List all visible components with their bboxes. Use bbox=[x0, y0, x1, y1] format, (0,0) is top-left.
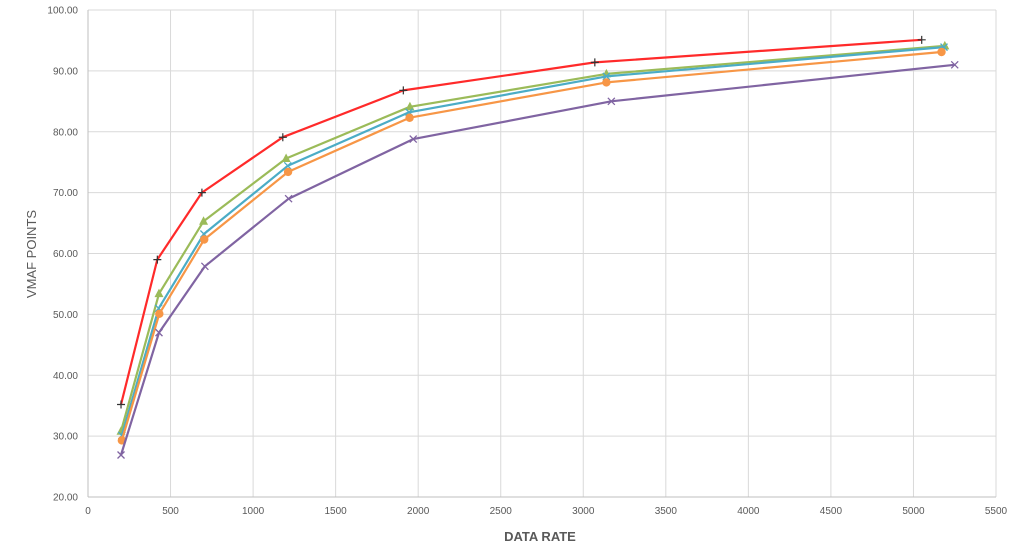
series-line bbox=[120, 50, 942, 441]
data-point bbox=[590, 58, 599, 67]
data-point bbox=[153, 255, 162, 264]
data-point bbox=[602, 78, 611, 87]
y-tick-label: 40.00 bbox=[53, 371, 78, 382]
axes bbox=[87, 10, 996, 498]
x-tick-label: 1000 bbox=[242, 506, 265, 517]
data-point bbox=[199, 216, 209, 225]
series-3 bbox=[117, 43, 948, 440]
y-tick-label: 50.00 bbox=[53, 310, 78, 321]
x-tick-label: 3000 bbox=[572, 506, 595, 517]
x-tick-label: 5000 bbox=[902, 506, 925, 517]
x-tick-label: 2000 bbox=[407, 506, 430, 517]
series-line bbox=[119, 44, 945, 432]
x-tick-label: 5500 bbox=[985, 506, 1008, 517]
data-point bbox=[917, 35, 926, 44]
x-tick-label: 3500 bbox=[655, 506, 678, 517]
x-tick-label: 2500 bbox=[490, 506, 513, 517]
series-line bbox=[119, 63, 955, 456]
x-tick-label: 4000 bbox=[737, 506, 760, 517]
y-tick-label: 70.00 bbox=[53, 188, 78, 199]
data-point bbox=[399, 86, 408, 95]
data-point bbox=[281, 153, 291, 163]
data-point bbox=[950, 60, 959, 69]
data-point bbox=[154, 288, 164, 298]
grid bbox=[87, 9, 997, 498]
x-tick-label: 500 bbox=[162, 506, 179, 517]
data-point bbox=[283, 167, 293, 177]
y-axis-title: VMAF POINTS bbox=[24, 210, 39, 298]
data-point bbox=[937, 47, 946, 57]
series-1 bbox=[117, 35, 926, 409]
series-group bbox=[116, 35, 959, 459]
x-tick-label: 1500 bbox=[325, 506, 348, 517]
y-tick-label: 90.00 bbox=[53, 66, 78, 77]
data-point bbox=[155, 309, 164, 318]
y-tick-label: 100.00 bbox=[47, 6, 78, 17]
data-point bbox=[200, 262, 209, 271]
data-point bbox=[405, 113, 414, 122]
data-point bbox=[197, 188, 206, 197]
data-point bbox=[284, 194, 293, 203]
y-tick-label: 60.00 bbox=[53, 249, 78, 260]
tick-labels: 0 500 1000 1500 2000 2500 3000 3500 4000 4500 5000… bbox=[47, 6, 1007, 518]
data-point bbox=[200, 235, 209, 244]
series-line bbox=[120, 46, 945, 436]
data-point bbox=[602, 72, 611, 81]
data-point bbox=[117, 400, 126, 409]
series-5 bbox=[117, 60, 959, 459]
x-tick-label: 0 bbox=[85, 506, 91, 517]
series-line bbox=[119, 38, 922, 405]
data-point bbox=[607, 97, 616, 106]
data-point bbox=[409, 135, 418, 144]
y-tick-label: 80.00 bbox=[53, 127, 78, 138]
data-point bbox=[405, 101, 415, 111]
data-point bbox=[117, 451, 125, 459]
data-point bbox=[278, 133, 287, 142]
data-point bbox=[155, 328, 163, 337]
y-tick-label: 20.00 bbox=[53, 493, 78, 504]
series-4 bbox=[117, 47, 946, 445]
x-tick-label: 4500 bbox=[820, 506, 843, 517]
data-point bbox=[283, 161, 292, 170]
y-tick-label: 30.00 bbox=[53, 432, 78, 443]
x-axis-title: DATA RATE bbox=[504, 529, 576, 544]
